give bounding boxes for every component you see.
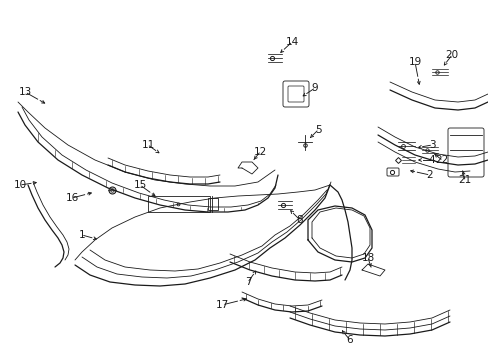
Text: 7: 7 — [244, 277, 251, 287]
Text: 2: 2 — [426, 170, 432, 180]
Bar — [207, 198, 218, 210]
Text: 16: 16 — [65, 193, 79, 203]
Text: 5: 5 — [314, 125, 321, 135]
Text: 11: 11 — [141, 140, 154, 150]
Text: 19: 19 — [407, 57, 421, 67]
Text: 3: 3 — [428, 140, 434, 150]
Text: 4: 4 — [428, 155, 434, 165]
Text: 6: 6 — [346, 335, 353, 345]
Text: 20: 20 — [445, 50, 458, 60]
Text: 10: 10 — [13, 180, 26, 190]
Text: 8: 8 — [296, 215, 303, 225]
Bar — [148, 196, 209, 212]
Text: 12: 12 — [253, 147, 266, 157]
Text: 22: 22 — [434, 155, 447, 165]
Text: 1: 1 — [79, 230, 85, 240]
Text: 18: 18 — [361, 253, 374, 263]
Text: 14: 14 — [285, 37, 298, 47]
Text: 15: 15 — [133, 180, 146, 190]
Text: 17: 17 — [215, 300, 228, 310]
Text: 21: 21 — [457, 175, 470, 185]
Text: 13: 13 — [19, 87, 32, 97]
Text: 9: 9 — [311, 83, 318, 93]
